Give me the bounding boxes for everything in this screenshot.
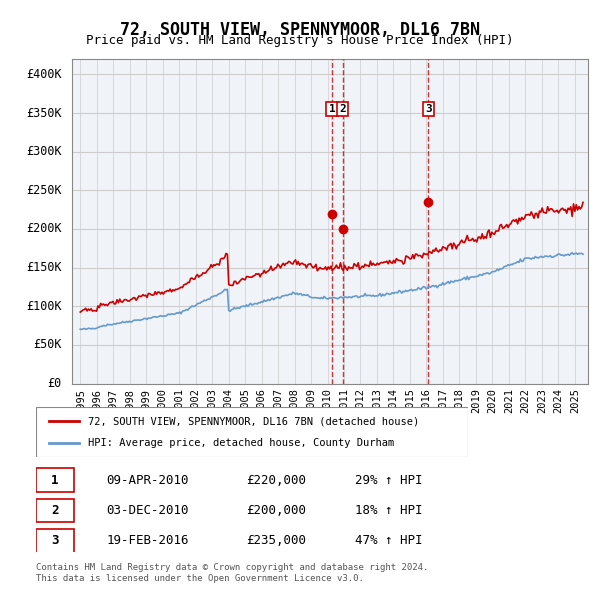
Text: HPI: Average price, detached house, County Durham: HPI: Average price, detached house, Coun… [88, 438, 394, 448]
Text: £0: £0 [47, 377, 62, 390]
Text: 1: 1 [51, 474, 59, 487]
FancyBboxPatch shape [36, 407, 468, 457]
Text: 09-APR-2010: 09-APR-2010 [106, 474, 188, 487]
Text: £235,000: £235,000 [247, 534, 307, 547]
Text: 2: 2 [51, 504, 59, 517]
Text: 72, SOUTH VIEW, SPENNYMOOR, DL16 7BN: 72, SOUTH VIEW, SPENNYMOOR, DL16 7BN [120, 21, 480, 39]
Text: £350K: £350K [26, 107, 62, 120]
Text: £250K: £250K [26, 184, 62, 197]
Text: Contains HM Land Registry data © Crown copyright and database right 2024.
This d: Contains HM Land Registry data © Crown c… [36, 563, 428, 583]
Text: Price paid vs. HM Land Registry's House Price Index (HPI): Price paid vs. HM Land Registry's House … [86, 34, 514, 47]
Text: 1: 1 [329, 104, 335, 114]
Text: 29% ↑ HPI: 29% ↑ HPI [355, 474, 422, 487]
Text: 47% ↑ HPI: 47% ↑ HPI [355, 534, 422, 547]
Text: 2: 2 [340, 104, 346, 114]
FancyBboxPatch shape [36, 529, 74, 553]
Text: 72, SOUTH VIEW, SPENNYMOOR, DL16 7BN (detached house): 72, SOUTH VIEW, SPENNYMOOR, DL16 7BN (de… [88, 416, 419, 426]
Text: 19-FEB-2016: 19-FEB-2016 [106, 534, 188, 547]
Text: 3: 3 [425, 104, 432, 114]
Text: £220,000: £220,000 [247, 474, 307, 487]
Text: £200,000: £200,000 [247, 504, 307, 517]
Text: 3: 3 [51, 534, 59, 547]
Text: 18% ↑ HPI: 18% ↑ HPI [355, 504, 422, 517]
Text: £150K: £150K [26, 261, 62, 274]
Text: 03-DEC-2010: 03-DEC-2010 [106, 504, 188, 517]
Text: £200K: £200K [26, 222, 62, 235]
Text: £300K: £300K [26, 145, 62, 158]
FancyBboxPatch shape [36, 499, 74, 522]
Text: £400K: £400K [26, 68, 62, 81]
Text: £50K: £50K [33, 339, 62, 352]
Text: £100K: £100K [26, 300, 62, 313]
FancyBboxPatch shape [36, 468, 74, 492]
